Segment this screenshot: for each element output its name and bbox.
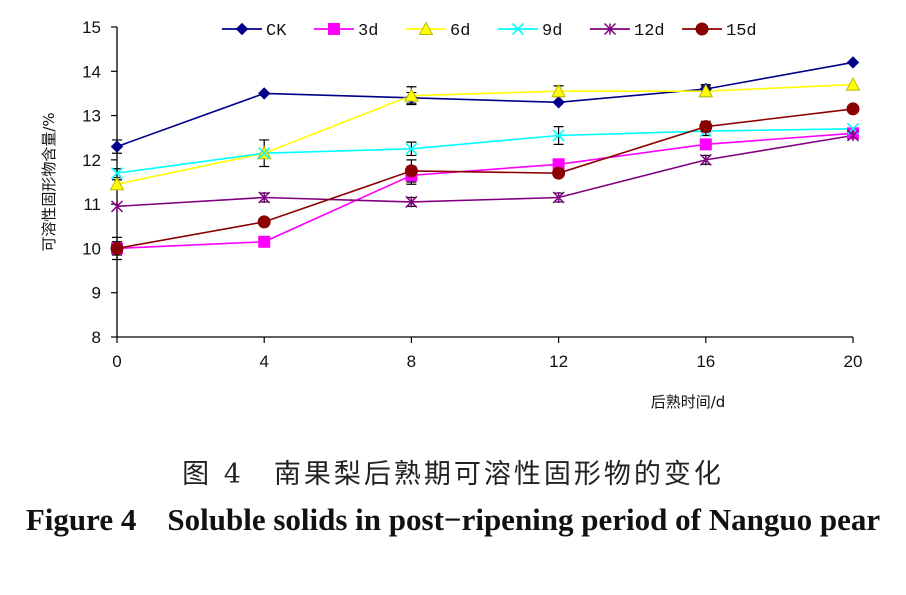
data-point-marker xyxy=(110,241,124,255)
y-tick-labels: 8 9 10 11 12 13 14 15 xyxy=(82,18,101,347)
legend-label-15d: 15d xyxy=(726,22,757,41)
data-point-marker xyxy=(846,56,860,69)
data-point-marker xyxy=(699,138,712,151)
data-point-marker xyxy=(258,147,271,160)
data-point-marker xyxy=(257,87,271,100)
y-tick-label: 10 xyxy=(82,239,101,258)
y-tick-label: 12 xyxy=(82,151,101,170)
data-point-marker xyxy=(405,195,418,208)
x-tick-labels: 0 4 8 12 16 20 xyxy=(112,352,862,371)
data-point-marker xyxy=(845,77,861,91)
legend-label-6d: 6d xyxy=(450,22,470,41)
series-line-3d xyxy=(116,132,854,250)
figure-caption-english: Figure 4 Soluble solids in post−ripening… xyxy=(25,502,881,537)
data-point-marker xyxy=(695,22,709,36)
data-point-marker xyxy=(109,176,125,191)
series-line-12d xyxy=(116,134,854,208)
y-tick-label: 15 xyxy=(82,18,101,37)
x-tick-label: 20 xyxy=(844,352,863,371)
data-point-marker xyxy=(235,22,249,36)
data-point-marker xyxy=(551,83,566,98)
series-line-6d xyxy=(116,83,854,185)
series-line-CK xyxy=(116,61,854,148)
data-point-marker xyxy=(418,21,434,35)
legend-label-12d: 12d xyxy=(634,22,665,41)
data-point-marker xyxy=(404,164,418,178)
x-tick-label: 16 xyxy=(696,352,715,371)
data-point-marker xyxy=(258,191,271,204)
data-point-marker xyxy=(552,166,566,180)
legend: CK 3d 6d 9d 12d 15d xyxy=(222,21,757,41)
data-point-marker xyxy=(110,200,124,213)
y-tick-label: 13 xyxy=(82,107,101,126)
data-point-marker xyxy=(511,22,525,36)
data-point-marker xyxy=(699,153,712,166)
y-axis-label: 可溶性固形物含量/% xyxy=(40,112,58,251)
y-tick-label: 11 xyxy=(83,195,101,214)
series-markers xyxy=(109,56,861,255)
data-point-marker xyxy=(258,235,271,248)
legend-label-9d: 9d xyxy=(542,22,562,41)
legend-label-3d: 3d xyxy=(358,22,378,41)
series-line-15d xyxy=(116,108,854,250)
series-line-9d xyxy=(116,128,854,174)
data-point-marker xyxy=(404,88,419,102)
data-point-marker xyxy=(603,22,617,36)
x-axis-label: 后熟时间/d xyxy=(651,393,726,411)
data-point-marker xyxy=(552,96,565,109)
chart-axes xyxy=(111,26,854,343)
data-point-marker xyxy=(257,215,271,229)
data-point-marker xyxy=(846,102,860,116)
figure-caption-chinese: 图 4 南果梨后熟期可溶性固形物的变化 xyxy=(182,459,724,490)
legend-label-CK: CK xyxy=(266,22,287,41)
data-point-marker xyxy=(846,129,860,142)
x-tick-label: 12 xyxy=(549,352,568,371)
data-point-marker xyxy=(110,140,124,153)
series-lines xyxy=(116,61,854,250)
data-point-marker xyxy=(328,23,340,35)
data-point-marker xyxy=(552,191,565,204)
x-tick-label: 0 xyxy=(112,352,121,371)
data-point-marker xyxy=(110,167,124,180)
y-tick-label: 9 xyxy=(92,284,101,303)
x-tick-label: 4 xyxy=(259,352,268,371)
y-tick-label: 14 xyxy=(82,62,101,81)
data-point-marker xyxy=(405,142,418,155)
x-tick-label: 8 xyxy=(407,352,416,371)
data-point-marker xyxy=(552,129,565,142)
data-point-marker xyxy=(699,120,713,134)
y-tick-label: 8 xyxy=(92,328,101,347)
data-point-marker xyxy=(698,83,714,98)
